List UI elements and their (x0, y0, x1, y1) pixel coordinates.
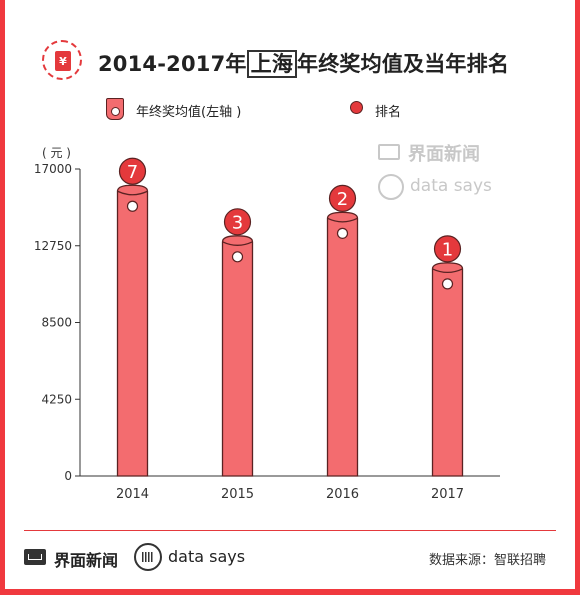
chart-legend: 年终奖均值(左轴 ) 排名 (0, 96, 580, 126)
chart-title: 2014-2017年 上海 年终奖均值及当年排名 (98, 48, 509, 78)
bar-cap (222, 241, 253, 246)
red-envelope-icon: ¥ (42, 40, 82, 80)
x-tick-label: 2014 (116, 487, 149, 502)
watermark-logo-icon (378, 144, 400, 160)
bar-cap (327, 217, 358, 223)
rank-label: 2 (337, 189, 348, 210)
footer: 界面新闻 data says 数据来源：智联招聘 (24, 542, 556, 574)
rank-badge (223, 208, 252, 236)
footer-divider (24, 530, 556, 531)
x-tick-label: 2015 (221, 487, 254, 502)
footer-brand: 界面新闻 (54, 551, 119, 570)
footer-says: data says (168, 547, 246, 566)
bar-dot (126, 200, 139, 212)
legend-bar-label: 年终奖均值(左轴 ) (136, 105, 242, 120)
title-city: 上海 (246, 50, 298, 78)
title-rest: 年终奖均值及当年排名 (297, 52, 510, 76)
watermark-brand: 界面新闻 (408, 144, 480, 165)
rank-badge (118, 157, 147, 185)
bar-legend-dot (111, 107, 120, 116)
bar-cap (432, 268, 463, 274)
chart-header: ¥ 2014-2017年 上海 年终奖均值及当年排名 (42, 40, 552, 84)
rank-badge (433, 235, 462, 263)
bar-cap (117, 190, 148, 196)
x-tick-label: 2017 (431, 487, 464, 502)
frame-bottom-border (0, 589, 580, 595)
bar (431, 262, 464, 477)
bar-dot (231, 251, 244, 263)
watermark-waveform-icon (378, 174, 404, 200)
bar (326, 211, 359, 477)
bar-chart: 0 4250 8500 12750 17000 7 2014 3 2015 2 2016 1 2017 (34, 157, 500, 502)
rank-label: 7 (127, 162, 138, 183)
title-years: 2014-2017年 (98, 52, 247, 76)
y-tick-label: 12750 (34, 239, 72, 253)
bar (221, 235, 254, 477)
datasays-logo-icon (134, 543, 162, 571)
y-axis-unit: ( 元 ) (42, 146, 71, 160)
rank-label: 3 (232, 212, 243, 233)
x-tick-label: 2016 (326, 487, 359, 502)
frame-right-border (575, 0, 580, 595)
y-tick-label: 4250 (41, 392, 72, 406)
y-tick-label: 8500 (41, 316, 72, 330)
legend-rank-label: 排名 (375, 105, 402, 120)
jiemian-logo-icon (24, 549, 46, 565)
yen-icon: ¥ (55, 51, 71, 71)
y-tick-label: 0 (64, 469, 72, 483)
rank-legend-icon (350, 101, 363, 114)
bar-dot (441, 278, 454, 290)
watermark-says: data says (410, 176, 492, 196)
data-source: 数据来源：智联招聘 (428, 553, 546, 568)
bar-dot (336, 227, 349, 239)
bar (116, 184, 149, 477)
rank-badge (328, 184, 357, 212)
rank-label: 1 (442, 239, 453, 260)
frame-left-border (0, 0, 5, 595)
y-tick-label: 17000 (34, 162, 72, 176)
bar-legend-icon (106, 98, 124, 120)
